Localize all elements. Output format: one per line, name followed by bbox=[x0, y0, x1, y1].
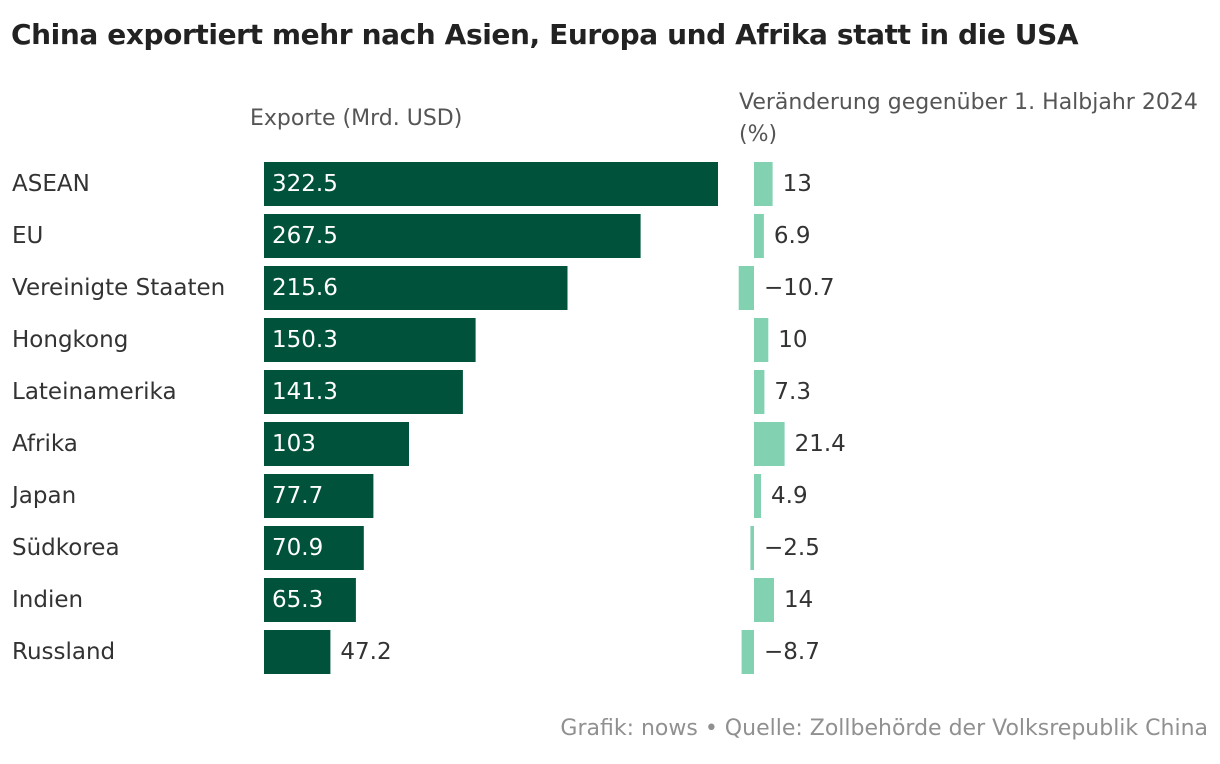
export-value-label: 70.9 bbox=[272, 535, 323, 561]
exports-column-header: Exporte (Mrd. USD) bbox=[250, 106, 463, 131]
chart-title: China exportiert mehr nach Asien, Europa… bbox=[11, 18, 1079, 51]
export-value-label: 103 bbox=[272, 431, 316, 457]
change-value-label: −10.7 bbox=[764, 275, 834, 301]
export-bar bbox=[264, 630, 331, 674]
change-bar bbox=[754, 162, 773, 206]
change-value-label: 4.9 bbox=[771, 483, 808, 509]
export-value-label: 150.3 bbox=[272, 327, 338, 353]
export-value-label: 322.5 bbox=[272, 171, 338, 197]
export-value-label: 215.6 bbox=[272, 275, 338, 301]
category-label: Südkorea bbox=[12, 535, 120, 561]
change-value-label: 14 bbox=[784, 587, 813, 613]
change-bar bbox=[738, 266, 754, 310]
export-bar bbox=[264, 266, 568, 310]
export-value-label: 267.5 bbox=[272, 223, 338, 249]
export-bar bbox=[264, 422, 409, 466]
export-value-label: 141.3 bbox=[272, 379, 338, 405]
category-label: EU bbox=[12, 223, 43, 249]
category-label: Vereinigte Staaten bbox=[12, 275, 225, 301]
change-value-label: 7.3 bbox=[774, 379, 811, 405]
change-bar bbox=[754, 214, 764, 258]
change-bar bbox=[754, 370, 765, 414]
change-column-header: Veränderung gegenüber 1. Halbjahr 2024 (… bbox=[739, 90, 1198, 147]
export-bar bbox=[264, 578, 356, 622]
change-value-label: 13 bbox=[783, 171, 812, 197]
source-footer: Grafik: nows • Quelle: Zollbehörde der V… bbox=[560, 716, 1208, 741]
category-label: Russland bbox=[12, 639, 115, 665]
change-value-label: 6.9 bbox=[774, 223, 811, 249]
export-bar bbox=[264, 318, 476, 362]
export-bar bbox=[264, 526, 364, 570]
export-bar bbox=[264, 162, 718, 206]
export-value-label: 65.3 bbox=[272, 587, 323, 613]
category-label: Hongkong bbox=[12, 327, 128, 353]
change-value-label: −2.5 bbox=[764, 535, 820, 561]
export-value-label: 47.2 bbox=[340, 639, 391, 665]
change-bar bbox=[754, 318, 769, 362]
export-value-label: 77.7 bbox=[272, 483, 323, 509]
category-label: ASEAN bbox=[12, 171, 90, 197]
change-bar bbox=[754, 578, 774, 622]
category-label: Afrika bbox=[12, 431, 78, 457]
change-bar bbox=[754, 474, 761, 518]
export-bar bbox=[264, 370, 463, 414]
export-bar bbox=[264, 474, 374, 518]
change-value-label: 21.4 bbox=[795, 431, 846, 457]
change-value-label: −8.7 bbox=[764, 639, 820, 665]
change-bar bbox=[754, 422, 785, 466]
change-bar bbox=[741, 630, 754, 674]
export-bar bbox=[264, 214, 641, 258]
category-label: Indien bbox=[12, 587, 83, 613]
category-label: Lateinamerika bbox=[12, 379, 177, 405]
change-bar bbox=[750, 526, 754, 570]
change-value-label: 10 bbox=[778, 327, 807, 353]
category-label: Japan bbox=[10, 483, 76, 509]
